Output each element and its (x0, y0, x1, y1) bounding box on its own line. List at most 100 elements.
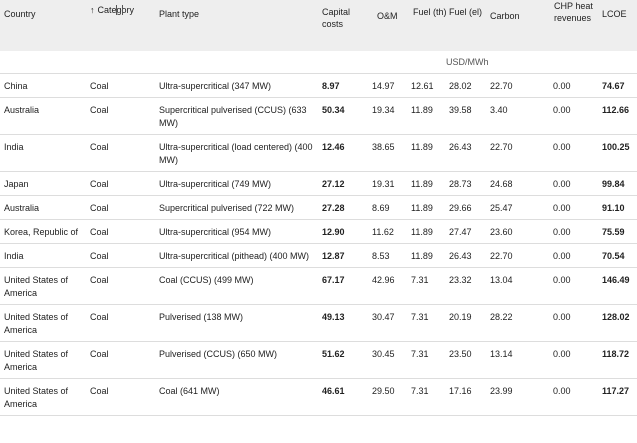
text-cursor-icon (116, 5, 123, 15)
cell-lcoe: 99.84 (602, 179, 625, 189)
header-country[interactable]: Country (0, 0, 90, 51)
table-row[interactable]: China Coal Ultra-supercritical (347 MW) 8.9… (0, 74, 637, 98)
cell-fuel-el: 23.50 (449, 349, 472, 359)
cell-lcoe: 75.59 (602, 227, 625, 237)
cell-plant-type: Coal (CCUS) (499 MW) (159, 275, 254, 285)
cell-chp: 0.00 (553, 81, 571, 91)
cell-country: United States of America (4, 312, 69, 335)
cell-lcoe: 74.67 (602, 81, 625, 91)
header-fuel-el[interactable]: Fuel (el) (449, 0, 490, 51)
cell-chp: 0.00 (553, 275, 571, 285)
cell-country: Australia (4, 203, 40, 213)
cell-lcoe: 91.10 (602, 203, 625, 213)
cell-fuel-el: 28.73 (449, 179, 472, 189)
cell-om: 19.31 (372, 179, 395, 189)
cell-capital-costs: 67.17 (322, 275, 345, 285)
cell-carbon: 13.04 (490, 275, 513, 285)
table-row[interactable]: United States of America Coal Coal (CCUS) … (0, 268, 637, 305)
cell-category: Coal (90, 203, 109, 213)
cell-plant-type: Pulverised (138 MW) (159, 312, 244, 322)
cell-om: 30.47 (372, 312, 395, 322)
header-carbon[interactable]: Carbon (490, 0, 536, 51)
cell-fuel-el: 29.66 (449, 203, 472, 213)
cell-fuel-el: 26.43 (449, 142, 472, 152)
cell-country: United States of America (4, 275, 69, 298)
header-category[interactable]: ↑ Category (90, 0, 159, 51)
cell-carbon: 22.70 (490, 81, 513, 91)
cell-fuel-el: 20.19 (449, 312, 472, 322)
cell-fuel-th: 11.89 (411, 251, 433, 261)
table-row[interactable]: Australia Coal Supercritical pulverised (C… (0, 98, 637, 135)
cell-carbon: 22.70 (490, 251, 513, 261)
header-plant-type[interactable]: Plant type (159, 0, 315, 51)
cell-fuel-th: 7.31 (411, 386, 429, 396)
cell-lcoe: 100.25 (602, 142, 630, 152)
cell-chp: 0.00 (553, 312, 571, 322)
header-lcoe[interactable]: LCOE (602, 0, 637, 51)
cell-country: Korea, Republic of (4, 227, 79, 237)
header-capital-costs-label: Capital costs (322, 7, 351, 29)
cell-om: 8.69 (372, 203, 390, 213)
cell-chp: 0.00 (553, 105, 571, 115)
cell-plant-type: Ultra-supercritical (749 MW) (159, 179, 272, 189)
cell-fuel-th: 11.89 (411, 105, 433, 115)
header-chp[interactable]: CHP heat revenues (536, 0, 602, 51)
sort-arrow-icon[interactable]: ↑ (90, 5, 95, 15)
cell-country: Australia (4, 105, 40, 115)
units-row: USD/MWh (0, 51, 637, 74)
table-row[interactable]: United States of America Coal Pulverised (… (0, 342, 637, 379)
cell-om: 19.34 (372, 105, 395, 115)
header-chp-label: CHP heat revenues (554, 1, 593, 23)
cell-capital-costs: 12.87 (322, 251, 345, 261)
cell-carbon: 28.22 (490, 312, 513, 322)
table-row[interactable]: United States of America Coal Pulverised (… (0, 305, 637, 342)
cell-plant-type: Ultra-supercritical (load centered) (400… (159, 142, 313, 165)
cell-capital-costs: 46.61 (322, 386, 345, 396)
cell-lcoe: 128.02 (602, 312, 630, 322)
header-fuel-el-label: Fuel (el) (449, 7, 483, 17)
header-capital-costs[interactable]: Capital costs (315, 0, 370, 51)
cell-carbon: 25.47 (490, 203, 513, 213)
cell-carbon: 3.40 (490, 105, 508, 115)
cell-carbon: 23.99 (490, 386, 513, 396)
cell-plant-type: Coal (641 MW) (159, 386, 220, 396)
cell-fuel-el: 26.43 (449, 251, 472, 261)
cell-fuel-th: 11.89 (411, 142, 433, 152)
table-row[interactable]: India Coal Ultra-supercritical (load cente… (0, 135, 637, 172)
cell-chp: 0.00 (553, 142, 571, 152)
cell-carbon: 24.68 (490, 179, 513, 189)
cell-plant-type: Pulverised (CCUS) (650 MW) (159, 349, 278, 359)
header-fuel-th[interactable]: Fuel (th) (411, 0, 449, 51)
cell-capital-costs: 8.97 (322, 81, 340, 91)
cell-capital-costs: 12.90 (322, 227, 345, 237)
cell-chp: 0.00 (553, 179, 571, 189)
cell-category: Coal (90, 349, 109, 359)
cell-carbon: 22.70 (490, 142, 513, 152)
cell-country: Japan (4, 179, 29, 189)
cell-lcoe: 118.72 (602, 349, 630, 359)
cell-lcoe: 112.66 (602, 105, 630, 115)
cell-plant-type: Ultra-supercritical (pithead) (400 MW) (159, 251, 310, 261)
header-country-label: Country (4, 9, 36, 19)
table-row[interactable]: Korea, Republic of Coal Ultra-supercritica… (0, 220, 637, 244)
cell-category: Coal (90, 227, 109, 237)
cell-lcoe: 146.49 (602, 275, 630, 285)
cell-fuel-el: 17.16 (449, 386, 472, 396)
header-lcoe-label: LCOE (602, 9, 627, 19)
cell-category: Coal (90, 142, 109, 152)
table-row[interactable]: Australia Coal Supercritical pulverised (7… (0, 196, 637, 220)
table-row[interactable]: Japan Coal Ultra-supercritical (749 MW) 27.… (0, 172, 637, 196)
cell-chp: 0.00 (553, 386, 571, 396)
cell-carbon: 23.60 (490, 227, 513, 237)
header-plant-type-label: Plant type (159, 9, 200, 19)
cell-country: United States of America (4, 349, 69, 372)
cell-category: Coal (90, 386, 109, 396)
cell-category: Coal (90, 275, 109, 285)
header-om[interactable]: O&M (370, 0, 411, 51)
table-row[interactable]: United States of America Coal Coal (641 MW… (0, 379, 637, 416)
cell-plant-type: Ultra-supercritical (954 MW) (159, 227, 272, 237)
cell-category: Coal (90, 179, 109, 189)
table-row[interactable]: India Coal Ultra-supercritical (pithead) (… (0, 244, 637, 268)
cell-om: 30.45 (372, 349, 395, 359)
cell-om: 42.96 (372, 275, 395, 285)
